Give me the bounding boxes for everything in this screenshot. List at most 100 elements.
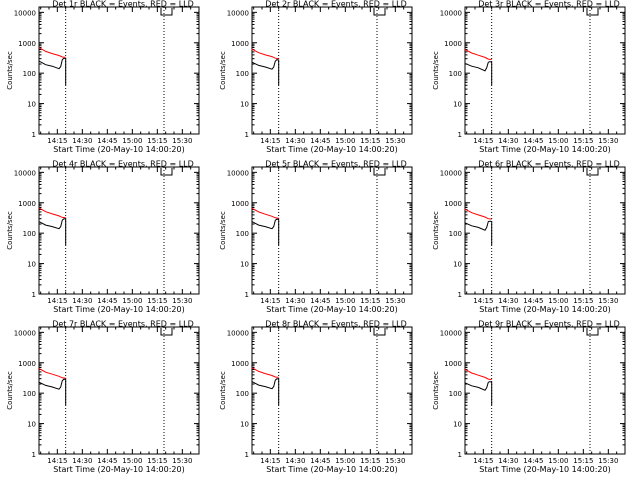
y-tick-label: 10 (240, 261, 249, 269)
events-series-line (251, 218, 280, 246)
events-series-line (38, 218, 67, 246)
interval-bracket (586, 328, 599, 336)
y-tick-label: 1 (458, 291, 462, 299)
y-tick-label: 10000 (227, 9, 249, 17)
lld-series-line (38, 47, 66, 58)
x-tick-label: 14:30 (285, 137, 305, 145)
x-tick-label: 15:15 (573, 457, 593, 465)
lld-series-line (251, 207, 279, 219)
y-axis-label: Counts/sec (432, 51, 440, 90)
y-tick-label: 10 (27, 261, 36, 269)
interval-bracket (373, 168, 386, 176)
y-tick-label: 10000 (440, 9, 462, 17)
y-tick-label: 1 (245, 131, 249, 139)
detector-panel: Det 4r BLACK = Events, RED = LLD Counts/s… (6, 160, 200, 314)
events-series-line (251, 59, 280, 86)
y-tick-label: 100 (449, 70, 462, 78)
x-tick-label: 14:30 (498, 457, 518, 465)
x-axis-label: Start Time (20-May-10 14:00:20) (266, 145, 397, 154)
x-tick-label: 15:30 (598, 297, 618, 305)
lld-series-line (38, 368, 66, 379)
lld-series-line (251, 48, 279, 60)
y-tick-label: 10 (240, 421, 249, 429)
y-tick-label: 1 (32, 451, 36, 459)
detector-panel: Det 9r BLACK = Events, RED = LLD Counts/s… (432, 320, 626, 474)
y-tick-label: 10000 (440, 169, 462, 177)
interval-bracket (586, 8, 599, 16)
x-tick-label: 14:30 (498, 137, 518, 145)
plot-frame (38, 6, 200, 135)
y-tick-label: 100 (236, 390, 249, 398)
x-axis-label: Start Time (20-May-10 14:00:20) (479, 305, 610, 314)
y-axis-label: Counts/sec (219, 371, 227, 410)
y-tick-label: 100 (236, 230, 249, 238)
x-tick-label: 14:30 (72, 457, 92, 465)
x-tick-label: 14:45 (523, 137, 543, 145)
detector-panel: Det 8r BLACK = Events, RED = LLD Counts/s… (219, 320, 413, 474)
plot-frame (38, 166, 200, 295)
interval-bracket (373, 328, 386, 336)
interval-bracket (373, 8, 386, 16)
x-tick-label: 14:45 (97, 137, 117, 145)
y-tick-label: 1000 (18, 360, 36, 368)
lld-series-line (38, 207, 66, 219)
x-tick-label: 15:30 (598, 457, 618, 465)
plot-frame (38, 326, 200, 455)
plot-frame (251, 166, 413, 295)
x-tick-label: 15:00 (548, 137, 568, 145)
panel-title: Det 1r BLACK = Events, RED = LLD (52, 0, 194, 9)
y-axis-label: Counts/sec (432, 371, 440, 410)
x-tick-label: 15:30 (172, 137, 192, 145)
x-tick-label: 14:30 (72, 137, 92, 145)
x-tick-label: 15:15 (573, 297, 593, 305)
x-tick-label: 15:00 (335, 297, 355, 305)
x-tick-label: 15:15 (147, 137, 167, 145)
x-tick-label: 15:00 (122, 137, 142, 145)
y-tick-label: 10000 (440, 329, 462, 337)
y-tick-label: 1000 (444, 200, 462, 208)
y-tick-label: 1000 (231, 200, 249, 208)
x-tick-label: 15:00 (122, 297, 142, 305)
y-tick-label: 100 (449, 230, 462, 238)
x-axis-label: Start Time (20-May-10 14:00:20) (53, 145, 184, 154)
y-tick-label: 10000 (14, 329, 36, 337)
plot-frame (464, 166, 626, 295)
lld-series-line (464, 208, 492, 220)
y-tick-label: 10000 (14, 169, 36, 177)
events-series-line (38, 378, 67, 406)
x-tick-label: 15:15 (573, 137, 593, 145)
x-axis-label: Start Time (20-May-10 14:00:20) (53, 305, 184, 314)
plot-frame (464, 326, 626, 455)
plot-frame (464, 6, 626, 135)
x-tick-label: 15:00 (548, 457, 568, 465)
y-axis-label: Counts/sec (6, 51, 14, 90)
panel-title: Det 2r BLACK = Events, RED = LLD (265, 0, 407, 9)
events-series-line (251, 378, 280, 406)
x-tick-label: 14:45 (310, 137, 330, 145)
x-axis-label: Start Time (20-May-10 14:00:20) (479, 145, 610, 154)
events-series-line (464, 61, 493, 86)
plot-frame (251, 6, 413, 135)
x-tick-label: 14:30 (72, 297, 92, 305)
y-tick-label: 100 (23, 390, 36, 398)
y-tick-label: 10 (27, 421, 36, 429)
panel-title: Det 4r BLACK = Events, RED = LLD (52, 160, 194, 169)
y-tick-label: 100 (23, 70, 36, 78)
y-tick-label: 10 (453, 261, 462, 269)
y-tick-label: 1 (32, 291, 36, 299)
x-tick-label: 14:45 (310, 297, 330, 305)
x-tick-label: 14:30 (285, 297, 305, 305)
panel-title: Det 6r BLACK = Events, RED = LLD (478, 160, 620, 169)
y-tick-label: 1000 (18, 40, 36, 48)
interval-bracket (160, 168, 173, 176)
x-tick-label: 15:30 (385, 457, 405, 465)
detector-panel: Det 2r BLACK = Events, RED = LLD Counts/s… (219, 0, 413, 154)
x-tick-label: 14:45 (310, 457, 330, 465)
y-tick-label: 1000 (444, 360, 462, 368)
x-tick-label: 14:15 (260, 457, 280, 465)
panel-title: Det 3r BLACK = Events, RED = LLD (478, 0, 620, 9)
plot-frame (251, 326, 413, 455)
x-tick-label: 14:15 (47, 137, 67, 145)
panel-title: Det 5r BLACK = Events, RED = LLD (265, 160, 407, 169)
